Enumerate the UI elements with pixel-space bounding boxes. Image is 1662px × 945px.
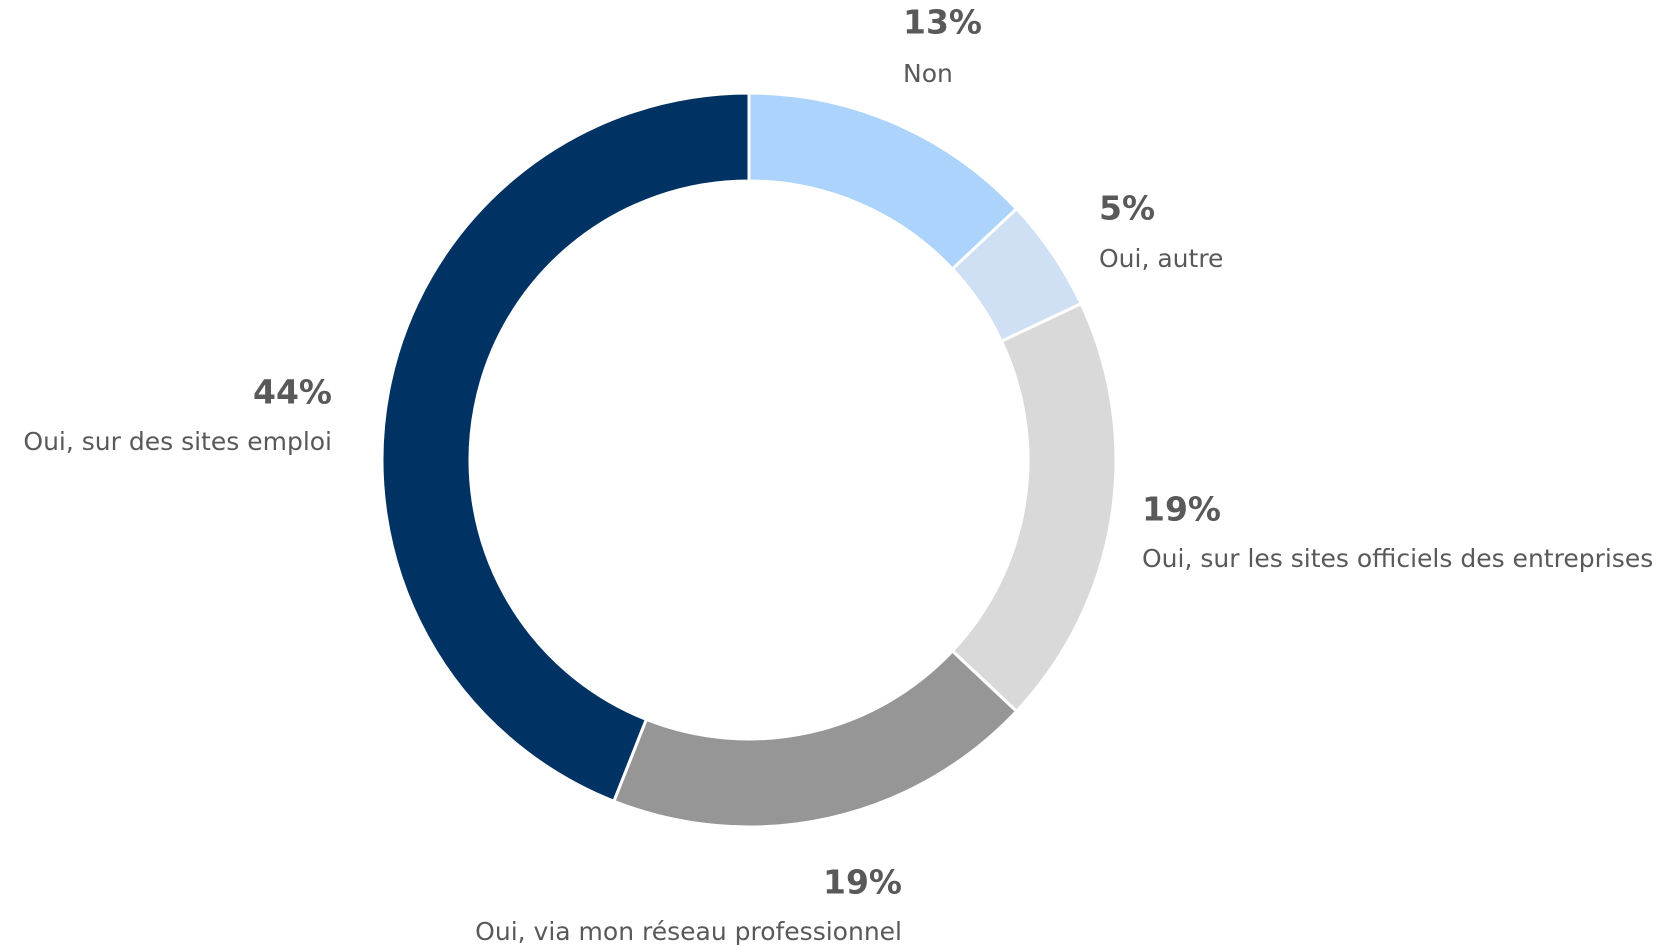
- data-label: 44%: [253, 373, 332, 412]
- donut-segment: [747, 91, 1019, 272]
- category-label: Oui, autre: [1099, 244, 1223, 273]
- donut-segment: [611, 648, 1019, 829]
- data-label: 13%: [903, 3, 982, 42]
- category-label: Non: [903, 59, 953, 88]
- category-label: Oui, sur des sites emploi: [23, 427, 332, 456]
- category-label: Oui, via mon réseau professionnel: [475, 917, 902, 945]
- data-label: 19%: [823, 863, 902, 902]
- donut-segment: [380, 91, 751, 804]
- category-label: Oui, sur les sites officiels des entrepr…: [1142, 544, 1653, 573]
- data-label: 5%: [1099, 189, 1155, 228]
- donut-segment: [950, 301, 1118, 714]
- data-label: 19%: [1142, 490, 1221, 529]
